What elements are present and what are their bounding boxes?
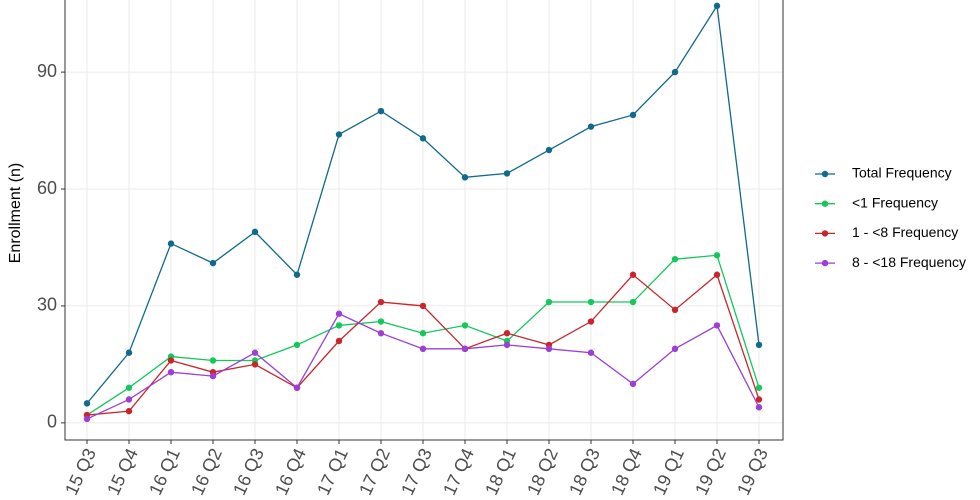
x-tick-label: 16 Q1 (145, 445, 184, 498)
legend-label: 8 - <18 Frequency (852, 254, 966, 270)
point (419, 330, 427, 337)
x-tick-label: 18 Q1 (481, 445, 520, 498)
x-tick-label: 15 Q4 (103, 445, 142, 498)
point (83, 400, 91, 407)
point (587, 349, 595, 356)
point (755, 384, 763, 391)
x-tick-label: 18 Q3 (565, 445, 604, 498)
y-tick-label: 0 (47, 412, 57, 432)
point (251, 361, 259, 368)
point (167, 357, 175, 364)
plot-border (64, 0, 784, 441)
legend-point (821, 230, 829, 237)
y-tick-label: 60 (37, 178, 57, 198)
x-tick-label: 18 Q4 (607, 445, 646, 498)
point (293, 341, 301, 349)
legend-label: <1 Frequency (852, 194, 938, 210)
point (125, 349, 133, 356)
point (377, 298, 385, 306)
x-tick-label: 17 Q1 (313, 445, 352, 498)
point (755, 396, 763, 403)
point (209, 372, 217, 380)
point (125, 407, 133, 415)
x-tick-label: 16 Q4 (271, 445, 310, 498)
point (167, 368, 175, 376)
point (629, 298, 637, 306)
point (545, 345, 553, 353)
point (587, 123, 595, 130)
point (503, 170, 511, 177)
point (713, 271, 721, 278)
point (293, 271, 301, 278)
plot-panel (65, 0, 783, 440)
point (713, 252, 721, 259)
point (629, 271, 637, 278)
legend-point (821, 170, 829, 178)
point (377, 330, 385, 337)
point (419, 302, 427, 310)
point (671, 306, 679, 314)
point (209, 357, 217, 364)
point (755, 404, 763, 411)
x-tick-label: 16 Q2 (187, 445, 226, 498)
point (545, 146, 553, 154)
point (587, 298, 595, 306)
point (83, 415, 91, 423)
x-tick-label: 15 Q3 (61, 445, 100, 498)
point (503, 330, 511, 337)
point (335, 131, 343, 138)
point (167, 240, 175, 247)
point (419, 135, 427, 142)
point (209, 259, 217, 267)
y-axis-title: Enrollment (n) (7, 163, 24, 263)
x-tick-label: 19 Q1 (649, 445, 688, 498)
x-tick-label: 19 Q3 (733, 445, 772, 498)
point (629, 380, 637, 388)
x-tick-label: 17 Q3 (397, 445, 436, 498)
point (125, 384, 133, 391)
x-tick-label: 17 Q4 (439, 445, 478, 498)
x-tick-label: 17 Q2 (355, 445, 394, 498)
x-tick-label: 18 Q2 (523, 445, 562, 498)
point (251, 349, 259, 356)
point (377, 107, 385, 115)
point (671, 68, 679, 76)
point (335, 337, 343, 345)
legend-label: 1 - <8 Frequency (852, 224, 958, 240)
point (251, 228, 259, 236)
point (461, 322, 469, 329)
point (293, 384, 301, 391)
y-tick-label: 90 (37, 61, 57, 81)
point (461, 345, 469, 353)
legend-point (821, 259, 829, 267)
point (461, 174, 469, 181)
legend-label: Total Frequency (852, 165, 952, 181)
point (713, 322, 721, 329)
point (755, 341, 763, 349)
x-tick-label: 19 Q2 (691, 445, 730, 498)
point (671, 345, 679, 353)
point (335, 322, 343, 329)
point (713, 2, 721, 10)
point (335, 310, 343, 317)
point (377, 318, 385, 325)
legend-point (821, 200, 829, 207)
point (587, 318, 595, 325)
point (671, 255, 679, 263)
point (503, 341, 511, 349)
point (629, 111, 637, 119)
point (125, 396, 133, 403)
x-tick-label: 16 Q3 (229, 445, 268, 498)
point (419, 345, 427, 353)
point (545, 298, 553, 306)
y-tick-label: 30 (37, 295, 57, 315)
